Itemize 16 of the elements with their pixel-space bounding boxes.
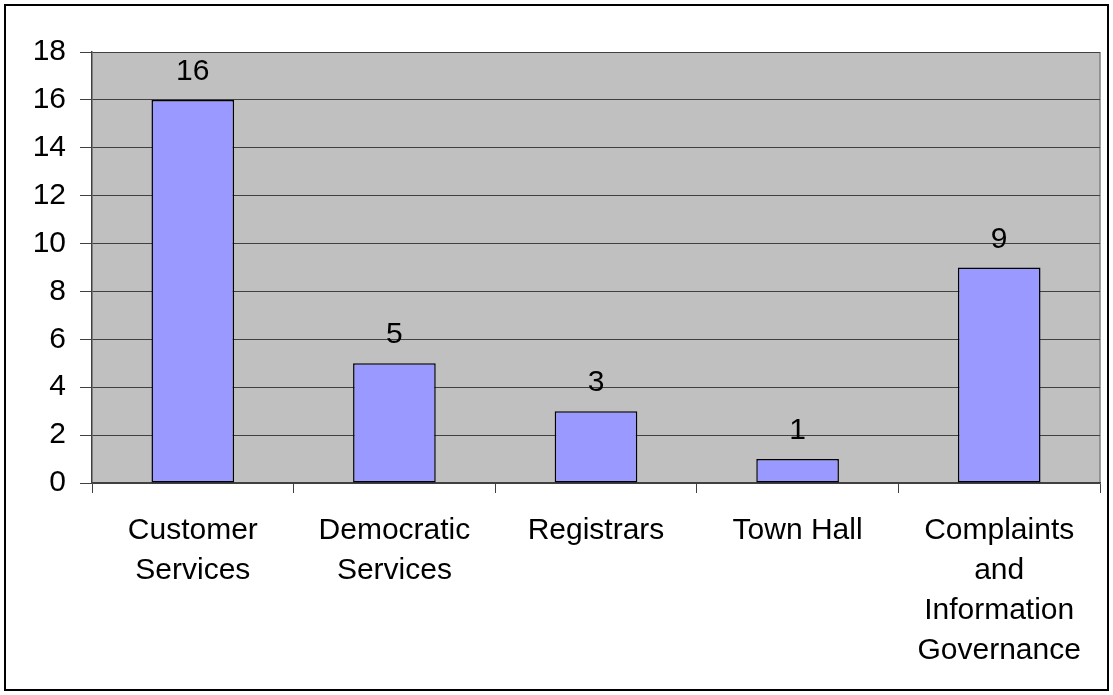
y-tick-label: 6 <box>49 320 66 354</box>
y-tick-label: 18 <box>32 33 66 67</box>
y-tick-label: 16 <box>32 81 66 115</box>
x-tick-label: Democratic Services <box>318 512 471 586</box>
x-tick-label: Town Hall <box>732 512 863 546</box>
y-tick-label: 2 <box>49 416 66 450</box>
data-label: 16 <box>176 52 210 86</box>
y-tick-label: 0 <box>49 464 66 498</box>
x-tick-label: Registrars <box>527 512 665 546</box>
x-tick-label: Complaints and Information Governance <box>917 512 1081 665</box>
y-tick-label: 8 <box>49 272 66 306</box>
y-tick-label: 10 <box>32 224 66 258</box>
y-tick-label: 14 <box>32 129 66 163</box>
x-tick-label: Customer Services <box>127 512 258 586</box>
y-tick-label: 12 <box>32 176 66 210</box>
y-tick-label: 4 <box>49 368 66 402</box>
